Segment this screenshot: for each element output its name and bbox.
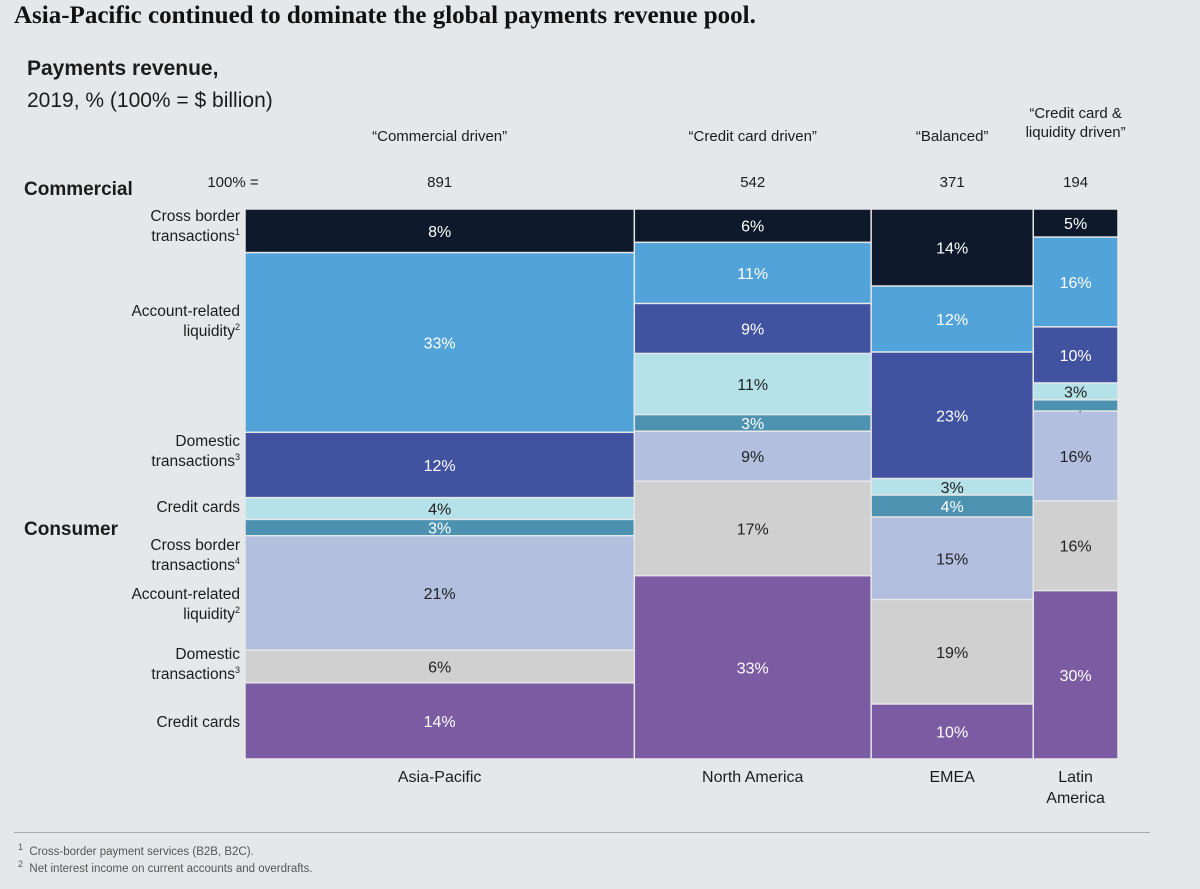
segment-value-label: 16%: [1060, 449, 1092, 466]
segment-value-label: 14%: [424, 714, 456, 731]
segment-asia-pacific: [245, 650, 634, 683]
segment-emea: [871, 517, 1033, 599]
column-total: 891: [427, 174, 453, 191]
row-label: Account-related liquidityAccount-related…: [131, 303, 240, 340]
segment-value-label: 4%: [428, 502, 451, 519]
column-archetype: “Commercial driven”: [372, 128, 508, 145]
chart-title: Payments revenue,: [27, 57, 219, 80]
segment-north-america: [635, 243, 871, 303]
segment-emea: [871, 286, 1033, 352]
region-label: North America: [702, 769, 804, 786]
column-archetype: “Credit card & liquidity driven”: [1025, 105, 1126, 141]
segment-value-label: 10%: [936, 725, 968, 742]
segment-latin-america: [1033, 237, 1118, 327]
group-label-consumer: Consumer: [24, 519, 118, 540]
segment-north-america: [635, 481, 871, 575]
segment-asia-pacific: [245, 683, 634, 759]
segment-asia-pacific: [245, 433, 634, 497]
segment-asia-pacific: [245, 520, 634, 535]
segment-value-label: 33%: [424, 335, 456, 352]
segment-value-label: 9%: [741, 449, 764, 466]
segment-value-label: 3%: [741, 416, 764, 433]
segment-latin-america: [1033, 501, 1118, 590]
segment-value-label: 19%: [936, 645, 968, 662]
column-archetype: “Balanced”: [915, 128, 989, 145]
segment-value-label: 14%: [936, 241, 968, 258]
segment-emea: [871, 352, 1033, 478]
segment-value-label: 23%: [936, 408, 968, 425]
segment-value-label: 8%: [428, 224, 451, 241]
column-total: 542: [740, 174, 766, 191]
segment-value-label: 3%: [428, 521, 451, 538]
segment-emea: [871, 209, 1033, 286]
segment-value-label: 3%: [941, 480, 964, 497]
segment-emea: [871, 495, 1033, 517]
segment-north-america: [635, 431, 871, 481]
segment-value-label: 30%: [1060, 668, 1092, 685]
segment-asia-pacific: [245, 536, 634, 650]
footnote-1: 1 Cross-border payment services (B2B, B2…: [18, 842, 254, 858]
row-label: Credit cardsCredit cards: [156, 499, 240, 516]
segment-value-label: 12%: [424, 458, 456, 475]
segment-north-america: [635, 209, 871, 242]
total-label: 100% =: [207, 174, 259, 191]
segment-value-label: 16%: [1060, 539, 1092, 556]
row-label: Domestic transactionsDomestictransaction…: [151, 646, 240, 683]
segment-asia-pacific: [245, 209, 634, 252]
segment-value-label: 15%: [936, 551, 968, 568]
segment-emea: [871, 600, 1033, 704]
segment-value-label: 5%: [1064, 216, 1087, 233]
region-label: Asia-Pacific: [397, 769, 482, 786]
segment-latin-america: [1033, 400, 1118, 411]
segment-value-label: 10%: [1060, 348, 1092, 365]
column-archetype: “Credit card driven”: [688, 128, 817, 145]
segment-latin-america: [1033, 591, 1118, 759]
segment-value-label: 17%: [737, 521, 769, 538]
segment-latin-america: [1033, 383, 1118, 400]
segment-value-label: 12%: [936, 312, 968, 329]
segment-value-label: 9%: [741, 321, 764, 338]
segment-value-label: 16%: [1060, 275, 1092, 292]
region-label: Latin America: [1046, 769, 1105, 807]
column-total: 371: [939, 174, 965, 191]
segment-emea: [871, 479, 1033, 495]
segment-value-label: 11%: [737, 266, 768, 283]
figure-title: Asia-Pacific continued to dominate the g…: [14, 2, 756, 29]
segment-north-america: [635, 415, 871, 431]
row-label: Account-related liquidityAccount-related…: [131, 586, 240, 623]
segment-latin-america: [1033, 411, 1118, 501]
segment-asia-pacific: [245, 498, 634, 519]
row-label: Credit cardsCredit cards: [156, 714, 240, 731]
segment-emea: [871, 704, 1033, 759]
footnote-2: 2 Net interest income on current account…: [18, 859, 313, 875]
column-total: 194: [1063, 174, 1089, 191]
row-label: Domestic transactionsDomestictransaction…: [151, 433, 240, 470]
row-label: Cross border transactionsCross bordertra…: [150, 537, 240, 574]
segment-value-label: 3%: [1064, 384, 1087, 401]
segment-value-label: 6%: [428, 659, 451, 676]
segment-value-label: 6%: [741, 219, 764, 236]
segment-latin-america: [1033, 327, 1118, 383]
segment-asia-pacific: [245, 253, 634, 432]
segment-north-america: [635, 576, 871, 759]
segment-value-label: 21%: [424, 586, 456, 603]
segment-value-label: 33%: [737, 660, 769, 677]
region-label: EMEA: [929, 769, 975, 786]
chart-subtitle: 2019, % (100% = $ billion): [27, 89, 273, 112]
segment-latin-america: [1033, 209, 1118, 237]
group-label-commercial: Commercial: [24, 179, 133, 200]
segment-value-label: 11%: [737, 377, 768, 394]
row-label: Cross border transactionsCross bordertra…: [150, 208, 240, 245]
segment-north-america: [635, 304, 871, 353]
segment-north-america: [635, 354, 871, 414]
segment-value-label: 4%: [941, 499, 964, 516]
footnote-divider: [14, 832, 1150, 833]
